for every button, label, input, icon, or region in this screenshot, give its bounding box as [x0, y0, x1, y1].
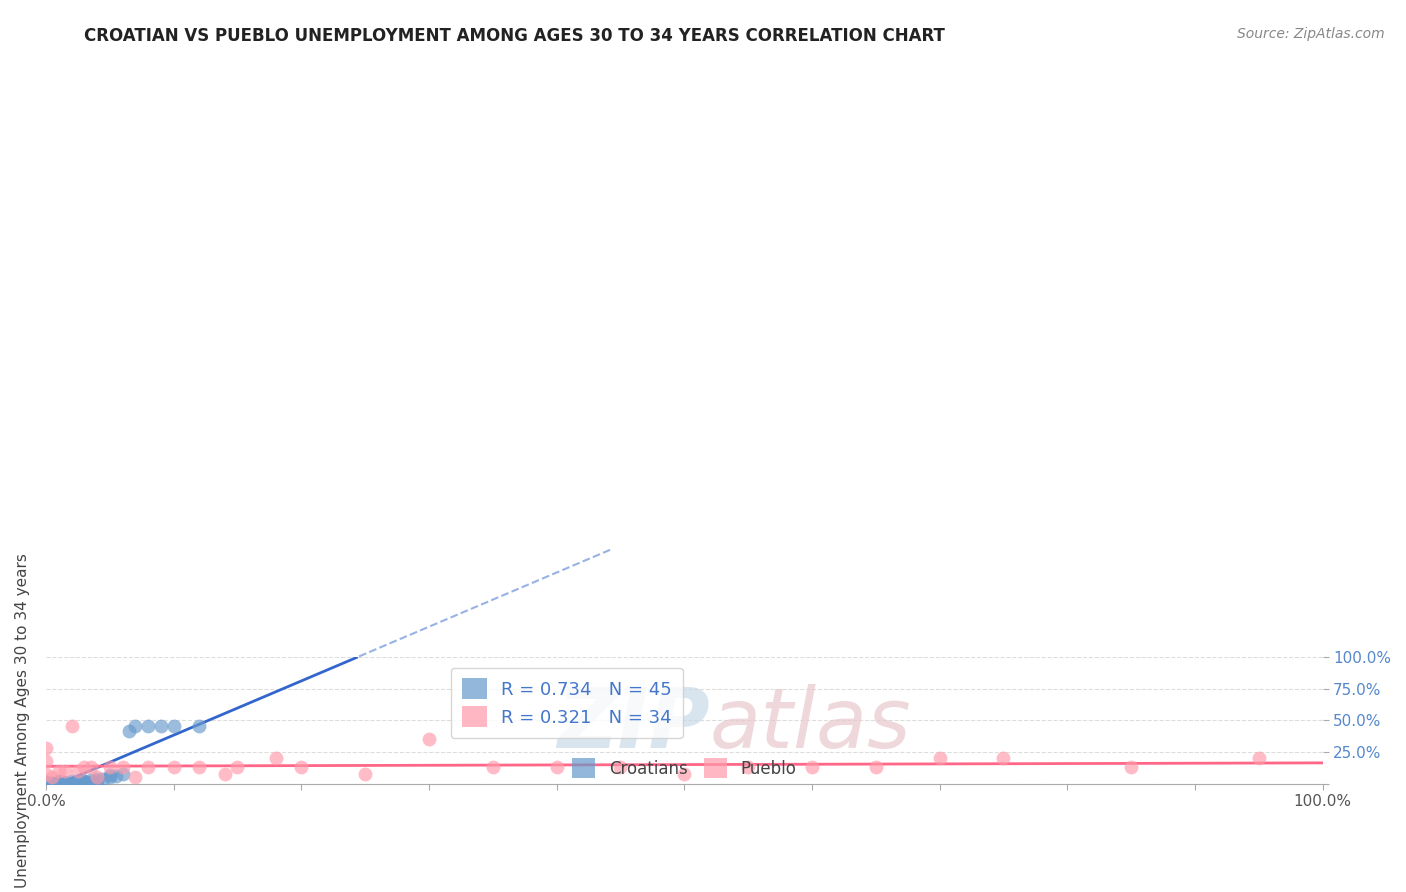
Legend: Croatians, Pueblo: Croatians, Pueblo — [565, 752, 803, 784]
Text: Source: ZipAtlas.com: Source: ZipAtlas.com — [1237, 27, 1385, 41]
Text: atlas: atlas — [710, 684, 911, 764]
Point — [35, 777, 58, 791]
Point — [546, 760, 568, 774]
Point — [73, 775, 96, 789]
Point — [73, 775, 96, 789]
Point — [737, 760, 759, 774]
Point — [800, 760, 823, 774]
Point — [41, 771, 63, 785]
Point — [673, 766, 696, 780]
Point — [35, 776, 58, 790]
Point — [35, 777, 58, 791]
Point — [35, 777, 58, 791]
Point — [993, 751, 1015, 765]
Point — [354, 766, 377, 780]
Point — [118, 723, 141, 738]
Point — [35, 776, 58, 790]
Point — [35, 776, 58, 790]
Point — [865, 760, 887, 774]
Point — [35, 766, 58, 780]
Point — [124, 718, 146, 732]
Point — [86, 773, 108, 788]
Point — [418, 732, 440, 747]
Point — [73, 760, 96, 774]
Point — [48, 775, 70, 789]
Point — [1119, 760, 1142, 774]
Point — [188, 718, 211, 732]
Point — [73, 774, 96, 789]
Point — [41, 776, 63, 790]
Point — [48, 764, 70, 778]
Point — [66, 775, 89, 789]
Text: CROATIAN VS PUEBLO UNEMPLOYMENT AMONG AGES 30 TO 34 YEARS CORRELATION CHART: CROATIAN VS PUEBLO UNEMPLOYMENT AMONG AG… — [84, 27, 945, 45]
Point — [41, 777, 63, 791]
Point — [35, 777, 58, 791]
Point — [98, 771, 121, 785]
Point — [609, 760, 631, 774]
Point — [73, 773, 96, 788]
Point — [60, 775, 83, 789]
Point — [35, 741, 58, 756]
Point — [481, 760, 503, 774]
Point — [41, 775, 63, 789]
Point — [48, 777, 70, 791]
Point — [93, 772, 115, 786]
Point — [111, 760, 134, 774]
Point — [35, 775, 58, 789]
Point — [124, 771, 146, 785]
Point — [53, 764, 76, 778]
Point — [111, 766, 134, 780]
Point — [48, 774, 70, 789]
Point — [226, 760, 249, 774]
Point — [79, 774, 101, 789]
Y-axis label: Unemployment Among Ages 30 to 34 years: Unemployment Among Ages 30 to 34 years — [15, 553, 30, 888]
Point — [53, 776, 76, 790]
Point — [1247, 751, 1270, 765]
Point — [136, 760, 159, 774]
Point — [136, 718, 159, 732]
Point — [79, 760, 101, 774]
Point — [35, 754, 58, 768]
Point — [48, 776, 70, 790]
Point — [86, 771, 108, 785]
Point — [98, 768, 121, 782]
Point — [162, 760, 184, 774]
Text: ZIP: ZIP — [557, 684, 710, 764]
Point — [35, 777, 58, 791]
Point — [66, 774, 89, 789]
Point — [60, 774, 83, 789]
Point — [264, 751, 287, 765]
Point — [188, 760, 211, 774]
Point — [86, 772, 108, 786]
Point — [98, 760, 121, 774]
Point — [290, 760, 312, 774]
Point — [149, 718, 172, 732]
Point — [79, 772, 101, 787]
Point — [35, 776, 58, 790]
Point — [60, 718, 83, 732]
Point — [35, 777, 58, 791]
Point — [53, 774, 76, 789]
Point — [928, 751, 950, 765]
Point — [162, 718, 184, 732]
Point — [105, 769, 128, 783]
Point — [66, 764, 89, 778]
Point — [60, 777, 83, 791]
Point — [214, 766, 236, 780]
Point — [35, 774, 58, 789]
